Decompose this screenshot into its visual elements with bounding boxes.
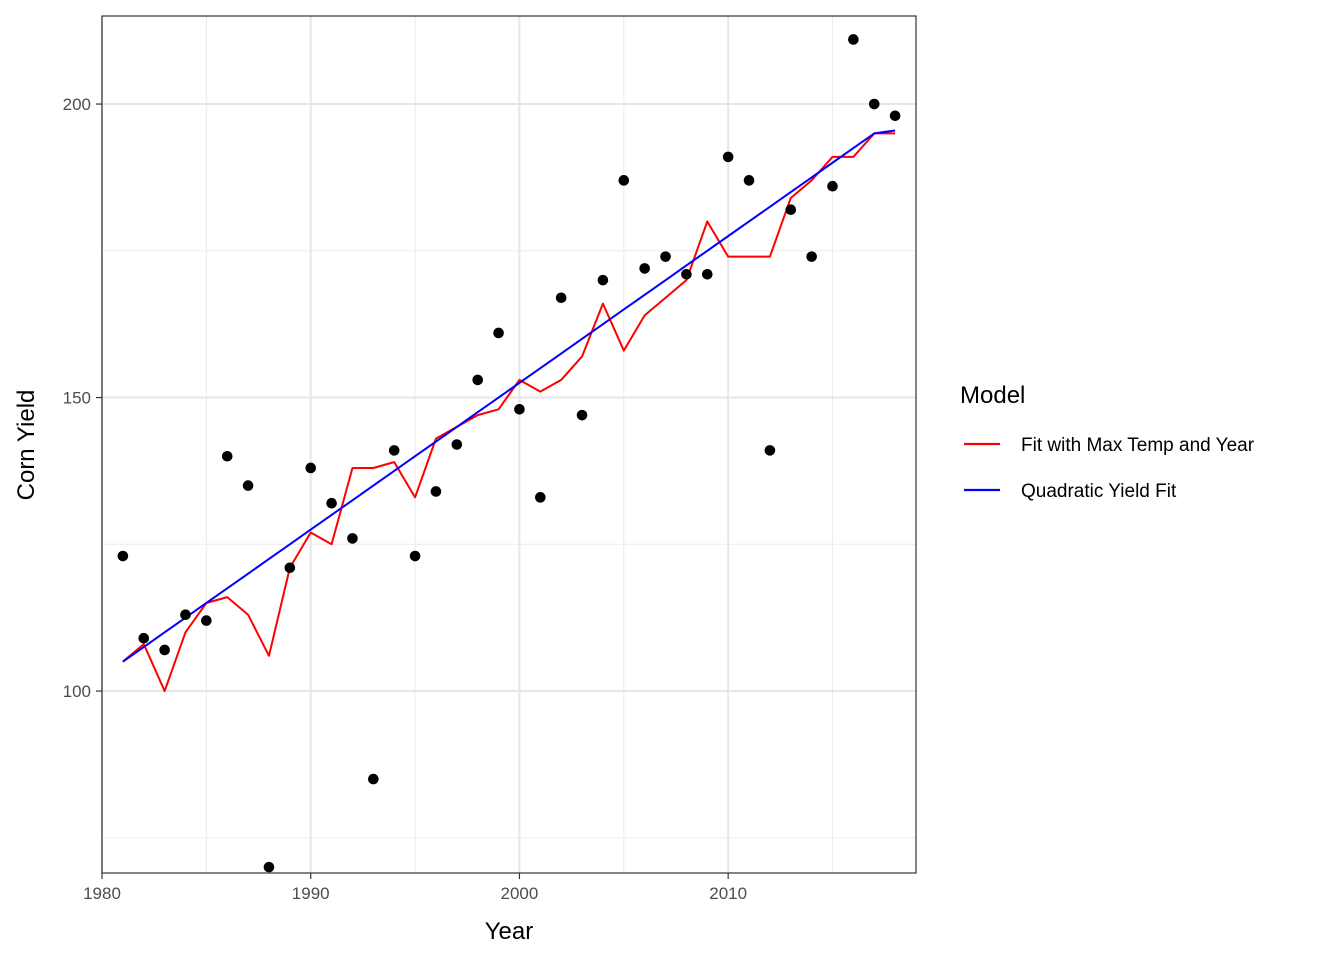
data-point [535, 492, 546, 503]
plot-panel-background [102, 16, 916, 873]
legend-entry-label: Quadratic Yield Fit [1021, 481, 1177, 502]
data-point [263, 861, 275, 873]
data-point [681, 268, 692, 280]
data-point [368, 773, 379, 785]
legend-title: Model [960, 382, 1025, 409]
data-point [785, 204, 797, 216]
data-point [597, 274, 609, 286]
data-point [326, 497, 337, 509]
data-point [827, 180, 838, 192]
data-point [868, 98, 880, 110]
data-point [221, 450, 233, 462]
data-point [743, 175, 755, 186]
data-point [201, 615, 212, 626]
data-point [430, 486, 442, 497]
plot-panel-border [101, 15, 917, 874]
data-point [347, 533, 358, 544]
data-points [117, 34, 901, 873]
data-point [660, 251, 671, 262]
data-point [305, 462, 317, 474]
minor-gridlines [102, 16, 916, 873]
data-point [722, 151, 734, 163]
data-point [159, 644, 170, 656]
legend: Model Fit with Max Temp and Year Quadrati… [960, 382, 1255, 502]
data-point [701, 268, 713, 280]
x-tick-label: 1980 [83, 884, 121, 903]
x-axis: 1980 1990 2000 2010 [83, 873, 747, 903]
data-point [514, 403, 525, 415]
data-point [180, 609, 191, 621]
series-line-max-temp-year-fit [122, 132, 896, 693]
data-point [618, 175, 630, 186]
x-axis-title: Year [485, 918, 534, 945]
data-point [284, 562, 296, 574]
data-point [848, 34, 859, 45]
y-tick-label: 100 [63, 682, 91, 701]
data-point [806, 251, 817, 262]
data-point [555, 292, 567, 304]
series-line-quadratic-fit [122, 129, 896, 663]
data-point [388, 445, 400, 456]
y-axis: 100 150 200 [63, 95, 102, 701]
data-point [639, 263, 650, 274]
data-point [472, 374, 483, 386]
legend-entries: Fit with Max Temp and Year Quadratic Yiel… [964, 435, 1255, 502]
data-point [138, 632, 150, 644]
legend-entry-label: Fit with Max Temp and Year [1021, 435, 1255, 456]
fit-lines [122, 129, 896, 693]
y-axis-title: Corn Yield [13, 390, 40, 501]
data-point [117, 550, 129, 562]
data-point [493, 327, 504, 339]
y-tick-label: 200 [63, 95, 91, 114]
data-point [889, 110, 901, 122]
data-point [242, 480, 254, 491]
x-tick-label: 1990 [292, 884, 330, 903]
data-point [764, 445, 776, 456]
data-point [576, 409, 588, 421]
data-point [409, 550, 421, 562]
y-tick-label: 150 [63, 389, 91, 408]
x-tick-label: 2010 [709, 884, 747, 903]
data-point [451, 439, 463, 450]
x-tick-label: 2000 [501, 884, 539, 903]
